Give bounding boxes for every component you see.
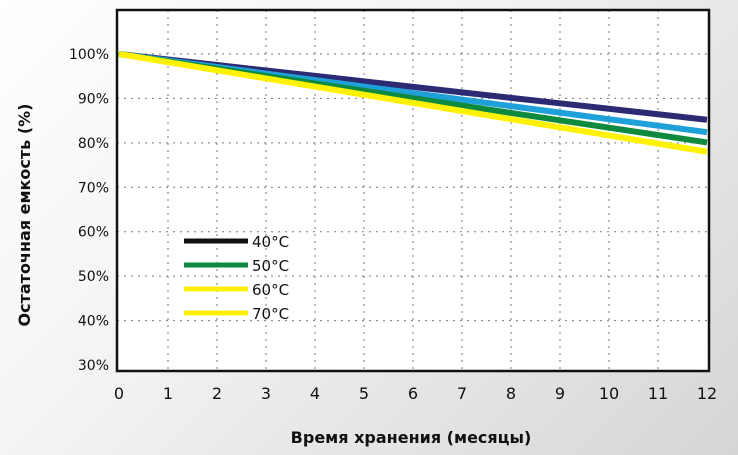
x-tick-label: 9 bbox=[555, 384, 565, 403]
x-tick-label: 12 bbox=[697, 384, 717, 403]
y-tick-label: 40% bbox=[78, 314, 109, 330]
series-lines bbox=[118, 51, 708, 155]
y-tick-label: 50% bbox=[78, 269, 109, 285]
y-tick-label: 80% bbox=[78, 136, 109, 152]
y-tick-label: 90% bbox=[78, 91, 109, 107]
y-axis-title: Остаточная емкость (%) bbox=[15, 104, 34, 327]
x-tick-label: 10 bbox=[599, 384, 619, 403]
legend-label: 40°C bbox=[252, 233, 289, 251]
y-axis-ticks: 30% 40% 50% 60% 70% 80% 90% 100% bbox=[69, 47, 109, 374]
y-tick-label: 30% bbox=[78, 358, 109, 374]
x-axis-ticks: 0 1 2 3 4 5 6 7 8 9 10 11 12 bbox=[114, 384, 717, 403]
gridlines bbox=[117, 10, 709, 371]
y-tick-label: 60% bbox=[78, 225, 109, 241]
x-tick-label: 3 bbox=[261, 384, 271, 403]
legend-label: 50°C bbox=[252, 257, 289, 275]
x-tick-label: 0 bbox=[114, 384, 124, 403]
x-tick-label: 8 bbox=[506, 384, 516, 403]
x-tick-label: 5 bbox=[359, 384, 369, 403]
plot-frame bbox=[115, 8, 711, 373]
x-tick-label: 6 bbox=[408, 384, 418, 403]
legend: 40°C 50°C 60°C 70°C bbox=[184, 233, 289, 323]
x-tick-label: 2 bbox=[212, 384, 222, 403]
x-tick-label: 7 bbox=[457, 384, 467, 403]
y-tick-label: 70% bbox=[78, 180, 109, 196]
x-axis-title: Время хранения (месяцы) bbox=[291, 428, 532, 447]
x-tick-label: 11 bbox=[648, 384, 668, 403]
legend-label: 70°C bbox=[252, 305, 289, 323]
series-line bbox=[118, 51, 708, 155]
legend-label: 60°C bbox=[252, 281, 289, 299]
x-tick-label: 1 bbox=[163, 384, 173, 403]
y-tick-label: 100% bbox=[69, 47, 109, 63]
x-tick-label: 4 bbox=[310, 384, 320, 403]
